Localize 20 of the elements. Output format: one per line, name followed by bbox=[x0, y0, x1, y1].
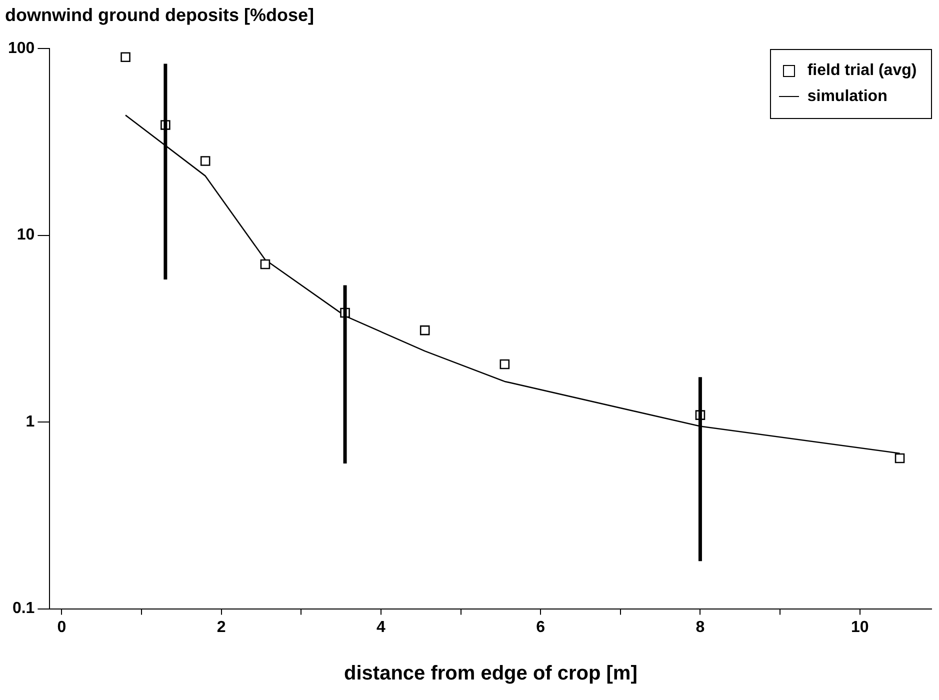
legend-label: field trial (avg) bbox=[807, 62, 917, 80]
x-axis-title: distance from edge of crop [m] bbox=[344, 662, 638, 685]
x-tick-label: 0 bbox=[57, 618, 66, 636]
point bbox=[120, 52, 130, 62]
y-tick-label: 100 bbox=[8, 40, 35, 58]
point bbox=[200, 156, 210, 166]
x-tick-label: 4 bbox=[376, 618, 386, 636]
x-tick-label: 10 bbox=[850, 618, 869, 636]
y-tick-label: 1 bbox=[26, 413, 35, 430]
y-tick-label: 10 bbox=[16, 226, 35, 244]
legend-label: simulation bbox=[807, 88, 888, 106]
point bbox=[500, 359, 510, 370]
x-tick-label: 6 bbox=[536, 618, 546, 636]
x-tick-label: 2 bbox=[216, 618, 226, 636]
x-tick-label: 8 bbox=[696, 618, 705, 636]
point bbox=[894, 453, 905, 464]
chart-title: downwind ground deposits [%dose] bbox=[5, 4, 314, 25]
point bbox=[260, 259, 270, 270]
y-tick-label: 0.1 bbox=[12, 600, 35, 618]
point bbox=[420, 325, 430, 336]
